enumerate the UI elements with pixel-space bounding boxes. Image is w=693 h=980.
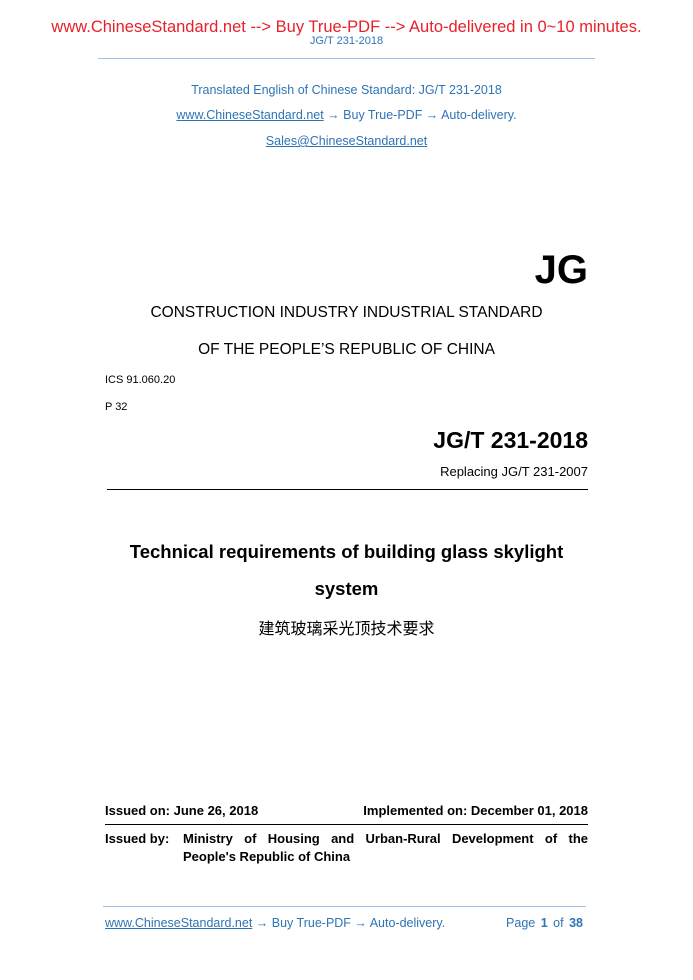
title-line-2: system — [314, 578, 379, 599]
title-chinese: 建筑玻璃采光顶技术要求 — [258, 619, 435, 638]
page-number: 1 — [540, 916, 548, 930]
page-total: 38 — [569, 916, 583, 930]
org-line-2: OF THE PEOPLE’S REPUBLIC OF CHINA — [198, 341, 495, 358]
footer-link-line: www.ChineseStandard.net → Buy True-PDF →… — [105, 916, 445, 930]
footer-link-suffix: → Buy True-PDF → Auto-delivery. — [252, 916, 446, 930]
of-label: of — [553, 916, 564, 930]
website-link[interactable]: www.ChineseStandard.net — [176, 108, 324, 122]
promo-banner[interactable]: www.ChineseStandard.net --> Buy True-PDF… — [51, 18, 642, 36]
intro-link-line: www.ChineseStandard.net → Buy True-PDF →… — [0, 108, 693, 122]
p-code: P 32 — [105, 401, 128, 413]
replacing-note: Replacing JG/T 231-2007 — [440, 464, 588, 479]
implemented-on: Implemented on: December 01, 2018 — [363, 803, 588, 818]
issued-by-label: Issued by: — [105, 831, 170, 846]
page-indicator: Page 1 of 38 — [506, 916, 583, 930]
dates-divider — [105, 824, 588, 825]
issued-by-line-1: Ministry of Housing and Urban-Rural Deve… — [183, 831, 588, 846]
email-link[interactable]: Sales@ChineseStandard.net — [265, 134, 428, 148]
title-divider — [107, 489, 588, 490]
running-header: JG/T 231-2018 — [309, 35, 384, 47]
email-line: Sales@ChineseStandard.net — [0, 134, 693, 148]
issued-on: Issued on: June 26, 2018 — [105, 803, 259, 818]
jg-logo: JG — [534, 248, 588, 292]
org-line-1: CONSTRUCTION INDUSTRY INDUSTRIAL STANDAR… — [150, 304, 543, 321]
header-divider — [98, 58, 595, 59]
ics-code: ICS 91.060.20 — [105, 374, 176, 386]
issued-by-line-2: People's Republic of China — [183, 849, 351, 864]
intro-link-suffix: → Buy True-PDF → Auto-delivery. — [323, 108, 517, 122]
title-line-1: Technical requirements of building glass… — [129, 541, 564, 562]
translated-note: Translated English of Chinese Standard: … — [191, 83, 502, 97]
footer-website-link[interactable]: www.ChineseStandard.net — [105, 916, 253, 930]
page-label: Page — [506, 916, 536, 930]
footer-divider — [103, 906, 586, 907]
standard-number: JG/T 231-2018 — [433, 427, 588, 453]
